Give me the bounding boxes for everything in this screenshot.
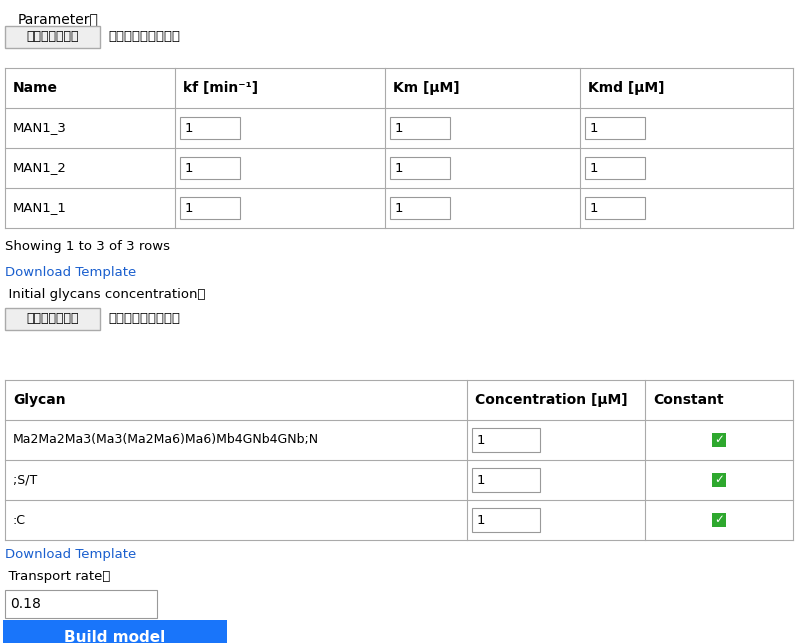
Text: Constant: Constant	[652, 393, 723, 407]
Text: Concentration [μM]: Concentration [μM]	[475, 393, 627, 407]
FancyBboxPatch shape	[5, 26, 100, 48]
Text: 0.18: 0.18	[10, 597, 41, 611]
FancyBboxPatch shape	[585, 117, 644, 139]
Text: Showing 1 to 3 of 3 rows: Showing 1 to 3 of 3 rows	[5, 240, 170, 253]
FancyBboxPatch shape	[472, 428, 539, 452]
Text: Name: Name	[13, 81, 58, 95]
FancyBboxPatch shape	[711, 513, 725, 527]
Text: 1: 1	[476, 433, 485, 446]
Text: 1: 1	[589, 122, 597, 134]
Text: 選択されていません: 選択されていません	[107, 30, 180, 44]
Text: 1: 1	[184, 161, 193, 174]
FancyBboxPatch shape	[180, 117, 240, 139]
FancyBboxPatch shape	[390, 117, 449, 139]
FancyBboxPatch shape	[180, 197, 240, 219]
Text: ✓: ✓	[713, 514, 723, 527]
Text: Km [μM]: Km [μM]	[392, 81, 459, 95]
Text: MAN1_2: MAN1_2	[13, 161, 67, 174]
FancyBboxPatch shape	[3, 620, 227, 643]
FancyBboxPatch shape	[585, 197, 644, 219]
FancyBboxPatch shape	[180, 157, 240, 179]
Text: 1: 1	[589, 201, 597, 215]
FancyBboxPatch shape	[5, 308, 100, 330]
Text: 1: 1	[184, 201, 193, 215]
FancyBboxPatch shape	[711, 473, 725, 487]
Text: ;S/T: ;S/T	[13, 473, 37, 487]
Text: Download Template: Download Template	[5, 266, 136, 279]
Text: :C: :C	[13, 514, 26, 527]
Text: ✓: ✓	[713, 433, 723, 446]
Text: Initial glycans concentration：: Initial glycans concentration：	[0, 288, 205, 301]
Text: Download Template: Download Template	[5, 548, 136, 561]
Text: Glycan: Glycan	[13, 393, 66, 407]
Text: 1: 1	[589, 161, 597, 174]
FancyBboxPatch shape	[472, 468, 539, 492]
Text: 1: 1	[476, 473, 485, 487]
Text: Build model: Build model	[64, 629, 165, 643]
Text: 選択されていません: 選択されていません	[107, 312, 180, 325]
FancyBboxPatch shape	[585, 157, 644, 179]
Text: Parameter：: Parameter：	[18, 12, 99, 26]
Text: MAN1_1: MAN1_1	[13, 201, 67, 215]
Text: 1: 1	[395, 161, 403, 174]
Text: 1: 1	[184, 122, 193, 134]
Text: ファイルを選択: ファイルを選択	[26, 30, 79, 44]
FancyBboxPatch shape	[390, 197, 449, 219]
Text: Kmd [μM]: Kmd [μM]	[587, 81, 664, 95]
Text: MAN1_3: MAN1_3	[13, 122, 67, 134]
Text: Ma2Ma2Ma3(Ma3(Ma2Ma6)Ma6)Mb4GNb4GNb;N: Ma2Ma2Ma3(Ma3(Ma2Ma6)Ma6)Mb4GNb4GNb;N	[13, 433, 318, 446]
Text: ✓: ✓	[713, 473, 723, 487]
Text: Transport rate：: Transport rate：	[0, 570, 110, 583]
FancyBboxPatch shape	[711, 433, 725, 447]
Text: 1: 1	[395, 201, 403, 215]
FancyBboxPatch shape	[472, 508, 539, 532]
Text: ファイルを選択: ファイルを選択	[26, 312, 79, 325]
FancyBboxPatch shape	[390, 157, 449, 179]
FancyBboxPatch shape	[5, 590, 157, 618]
Text: 1: 1	[476, 514, 485, 527]
Text: 1: 1	[395, 122, 403, 134]
Text: kf [min⁻¹]: kf [min⁻¹]	[183, 81, 257, 95]
